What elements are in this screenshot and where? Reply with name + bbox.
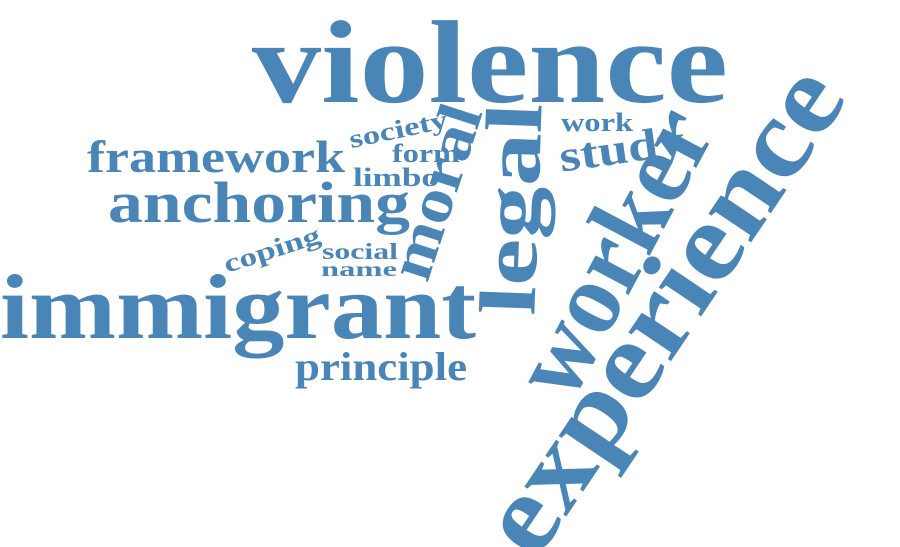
word-anchoring: anchoring bbox=[108, 170, 410, 235]
word-framework: framework bbox=[87, 131, 345, 182]
word-principle: principle bbox=[295, 344, 467, 389]
word-form: form bbox=[392, 139, 460, 168]
word-legal: legal bbox=[464, 102, 559, 317]
word-violence: violence bbox=[252, 0, 728, 128]
word-name: name bbox=[321, 257, 397, 281]
word-social: social bbox=[322, 239, 398, 264]
word-work: work bbox=[561, 108, 634, 137]
word-limbo: limbo bbox=[353, 163, 439, 192]
word-immigrant: immigrant bbox=[0, 256, 476, 358]
